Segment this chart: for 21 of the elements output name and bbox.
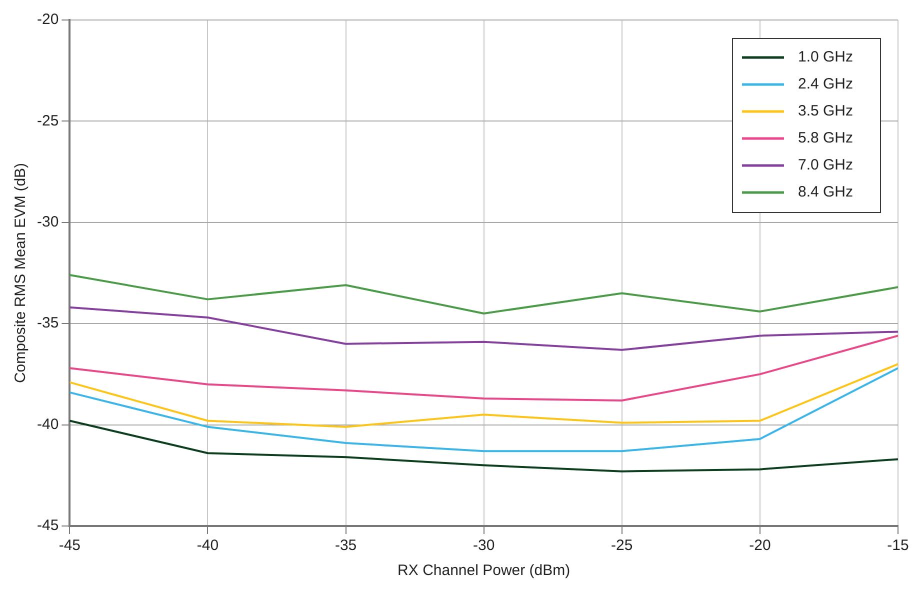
y-tick-label: -45	[36, 517, 59, 534]
x-tick-label: -35	[334, 537, 357, 554]
x-tick-label: -40	[196, 537, 219, 554]
legend-label: 7.0 GHz	[798, 156, 854, 174]
y-axis-title: Composite RMS Mean EVM (dB)	[12, 162, 30, 384]
y-tick-label: -40	[36, 416, 59, 433]
y-tick-label: -30	[36, 214, 59, 231]
legend-label: 2.4 GHz	[798, 76, 854, 93]
legend-label: 5.8 GHz	[798, 130, 854, 147]
x-tick-label: -30	[472, 537, 495, 554]
x-axis-title: RX Channel Power (dBm)	[398, 562, 570, 580]
legend-label: 8.4 GHz	[798, 184, 854, 201]
x-tick-label: -15	[887, 537, 909, 554]
x-tick-label: -25	[611, 537, 633, 554]
x-tick-label: -45	[58, 537, 81, 554]
y-tick-label: -25	[36, 112, 59, 130]
y-tick-label: -20	[36, 11, 59, 28]
legend-label: 3.5 GHz	[798, 102, 854, 120]
legend-label: 1.0 GHz	[798, 48, 854, 66]
y-tick-label: -35	[36, 314, 59, 332]
x-tick-label: -20	[749, 537, 771, 554]
